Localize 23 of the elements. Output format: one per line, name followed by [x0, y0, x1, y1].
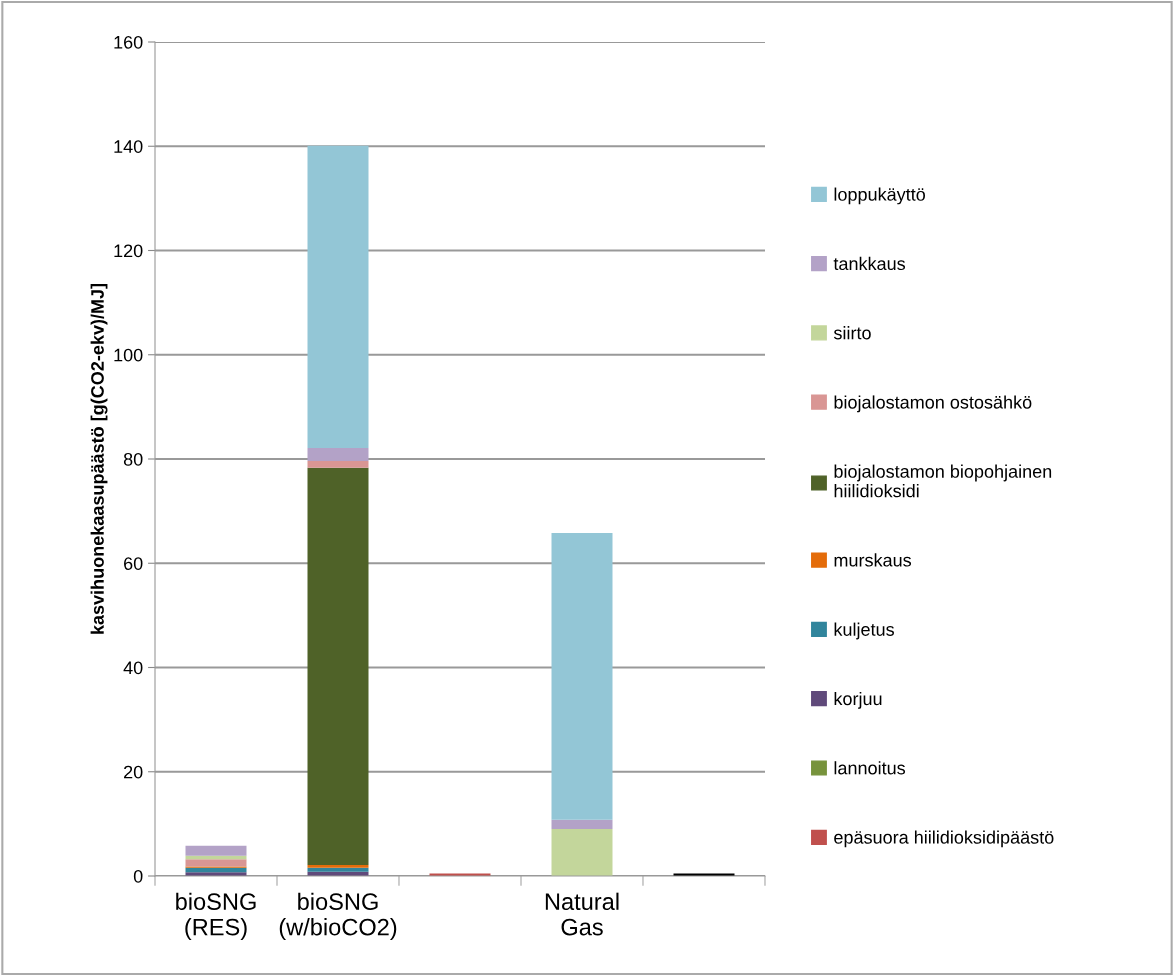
y-tick-label: 80	[123, 452, 143, 466]
legend-label: siirto	[833, 326, 871, 340]
legend-label: loppukäyttö	[834, 187, 926, 205]
x-tick-label: Natural Gas	[545, 892, 619, 936]
x-tick-label: bioSNG (w/bioCO2)	[279, 892, 397, 941]
y-tick-label: 100	[114, 348, 143, 362]
y-tick-label: 40	[123, 661, 143, 675]
legend-label: tankkaus	[833, 256, 906, 271]
y-axis-title: kasvihuonekaasupäästö [g(CO2-ekv)/MJ]	[90, 283, 108, 634]
y-tick-label: 140	[114, 140, 143, 153]
legend-label: biojalostamon ostosähkö	[834, 395, 1032, 413]
legend-label: lannoitus	[834, 761, 906, 775]
legend-label: murskaus	[834, 553, 912, 567]
y-tick-label: 60	[124, 557, 143, 570]
legend-label: biojalostamon biopohjainen hiilidioksidi	[834, 464, 1052, 498]
y-tick-label: 20	[124, 765, 143, 779]
legend-label: epäsuora hiilidioksidipäästö	[834, 830, 1054, 848]
x-tick-label: bioSNG (RES)	[176, 892, 256, 941]
legend-label: korjuu	[834, 691, 882, 709]
legend-label: kuljetus	[834, 622, 894, 640]
y-tick-label: 0	[133, 869, 143, 883]
y-tick-label: 160	[114, 35, 143, 49]
y-tick-label: 120	[114, 244, 143, 258]
